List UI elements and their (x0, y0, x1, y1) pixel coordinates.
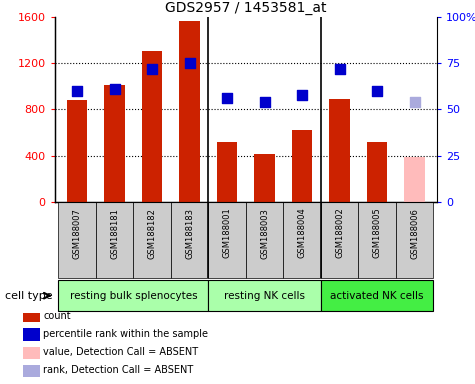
Text: percentile rank within the sample: percentile rank within the sample (43, 329, 208, 339)
Text: GSM188002: GSM188002 (335, 208, 344, 258)
Text: GSM188001: GSM188001 (223, 208, 232, 258)
Text: resting NK cells: resting NK cells (224, 291, 305, 301)
Point (411, 99, 418, 105)
Text: GSM188007: GSM188007 (73, 208, 82, 258)
FancyBboxPatch shape (58, 280, 209, 311)
Bar (179, 21, 200, 202)
Bar (23, 365, 40, 377)
Point (186, 60, 193, 66)
Bar (358, 202, 396, 278)
Point (111, 86, 118, 92)
Bar (23, 346, 40, 359)
FancyBboxPatch shape (321, 280, 433, 311)
Text: GSM188003: GSM188003 (260, 208, 269, 258)
Text: GSM188005: GSM188005 (372, 208, 381, 258)
Text: GSM188004: GSM188004 (297, 208, 306, 258)
Point (223, 95, 231, 101)
Bar (96, 202, 133, 278)
Bar (104, 85, 125, 202)
Bar (283, 202, 321, 278)
Bar (404, 157, 425, 202)
Text: count: count (43, 311, 71, 321)
Bar (246, 202, 283, 278)
Bar (23, 328, 40, 341)
Bar (67, 100, 87, 202)
Bar (133, 202, 171, 278)
Bar (171, 202, 209, 278)
Text: rank, Detection Call = ABSENT: rank, Detection Call = ABSENT (43, 365, 193, 375)
Title: GDS2957 / 1453581_at: GDS2957 / 1453581_at (165, 1, 327, 15)
Bar (58, 202, 96, 278)
Bar (292, 130, 313, 202)
Bar (396, 202, 433, 278)
Text: GSM188182: GSM188182 (148, 208, 157, 258)
Text: cell type: cell type (5, 291, 52, 301)
Bar (321, 202, 358, 278)
Text: value, Detection Call = ABSENT: value, Detection Call = ABSENT (43, 347, 198, 357)
Text: GSM188006: GSM188006 (410, 208, 419, 258)
Bar (367, 142, 387, 202)
Point (148, 66, 156, 72)
Bar (23, 310, 40, 323)
Bar (142, 51, 162, 202)
FancyBboxPatch shape (209, 280, 321, 311)
Text: GSM188183: GSM188183 (185, 208, 194, 259)
Text: resting bulk splenocytes: resting bulk splenocytes (69, 291, 197, 301)
Point (373, 88, 381, 94)
Bar (217, 142, 238, 202)
Point (261, 99, 268, 105)
Point (298, 92, 306, 98)
Bar (254, 154, 275, 202)
Text: activated NK cells: activated NK cells (330, 291, 424, 301)
Bar (329, 99, 350, 202)
Point (336, 66, 343, 72)
Text: GSM188181: GSM188181 (110, 208, 119, 258)
Point (73, 88, 81, 94)
Bar (209, 202, 246, 278)
